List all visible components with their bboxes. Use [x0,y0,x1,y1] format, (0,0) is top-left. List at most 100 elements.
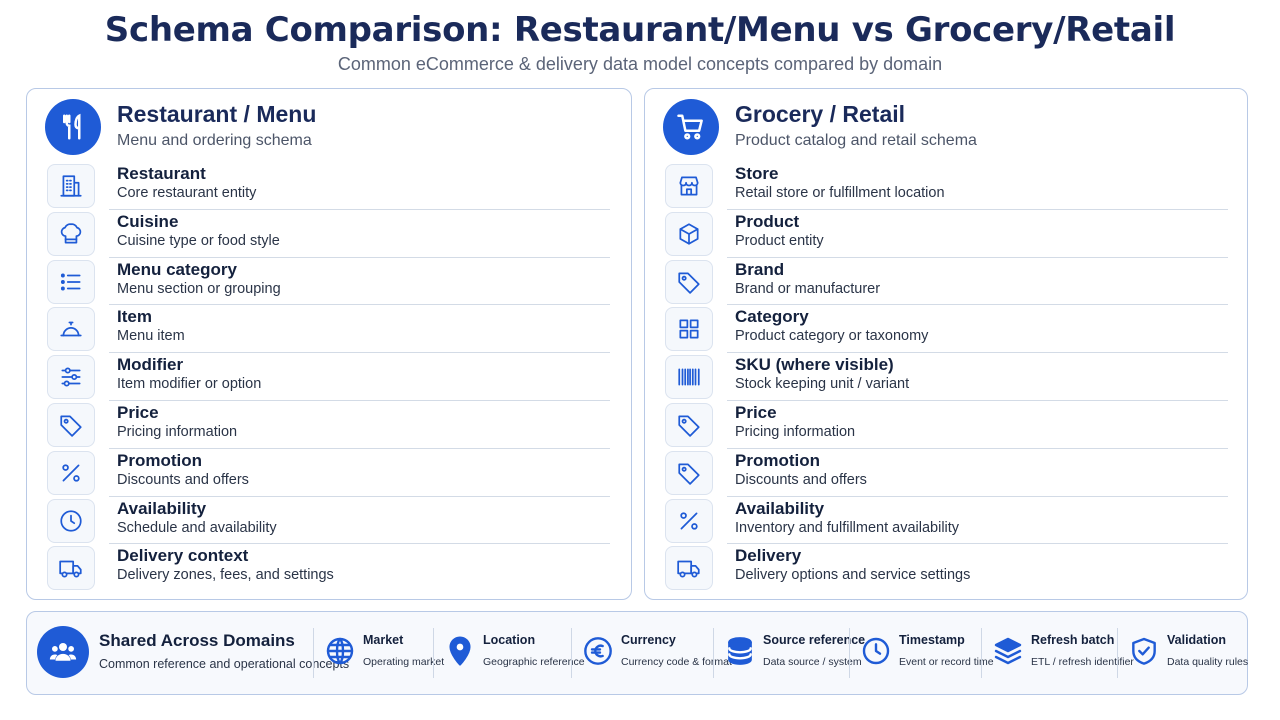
sliders-icon [47,355,95,400]
concept-row: Item Menu item [47,305,610,354]
concept-row: Category Product category or taxonomy [665,305,1228,354]
box-icon [665,211,713,256]
percent-icon [47,450,95,495]
concept-description: Menu section or grouping [117,280,281,297]
concept-divider [433,628,434,678]
grocery-panel: Grocery / Retail Product catalog and ret… [644,88,1248,600]
tag-icon [47,402,95,447]
row-divider [727,352,1228,354]
concept-title: Availability [735,498,825,518]
row-divider [727,447,1228,449]
cloche-icon [47,307,95,352]
globe-icon [323,634,357,668]
concept-divider [1117,628,1118,678]
concept-title: Delivery [735,546,802,566]
concept-row: Promotion Discounts and offers [665,449,1228,497]
row-divider [109,208,610,210]
concept-description: Stock keeping unit / variant [735,376,910,393]
concept-description: Cuisine type or food style [117,232,280,249]
concept-title: Price [735,402,777,422]
shared-concept-description: Currency code & format [621,656,732,668]
concept-title: Promotion [735,450,820,470]
concept-row: Menu category Menu section or grouping [47,258,610,306]
shared-concept-title: Currency [621,633,676,647]
shared-concept-title: Validation [1167,633,1227,647]
grocery-panel-subtitle: Product catalog and retail schema [735,132,977,149]
concept-description: Schedule and availability [117,519,277,536]
concept-row: Availability Schedule and availability [47,497,610,545]
page-title: Schema Comparison: Restaurant/Menu vs Gr… [104,10,1176,50]
chef-hat-icon [47,211,95,256]
shared-concept-description: ETL / refresh identifier [1031,656,1134,668]
concept-description: Pricing information [735,423,856,440]
truck-icon [47,546,95,591]
page-subtitle: Common eCommerce & delivery data model c… [337,54,943,74]
percent-icon [665,498,713,543]
concept-description: Brand or manufacturer [735,280,881,297]
concept-row: Promotion Discounts and offers [47,449,610,497]
row-divider [727,304,1228,306]
row-divider [727,543,1228,545]
shield-check-icon [1127,634,1161,668]
shared-concept-description: Operating market [363,656,445,668]
concept-title: SKU (where visible) [735,355,894,375]
shared-title: Shared Across Domains [99,631,295,650]
concept-title: Menu category [117,259,237,279]
concept-title: Modifier [117,355,184,375]
tag-icon [665,450,713,495]
row-divider [727,208,1228,210]
concept-description: Retail store or fulfillment location [735,185,945,201]
row-divider [109,352,610,354]
concept-divider [981,628,982,678]
concept-row: Price Pricing information [47,401,610,449]
row-divider [109,495,610,497]
fork-knife-icon [45,99,101,155]
map-pin-icon [443,634,477,668]
concept-description: Product category or taxonomy [735,328,929,345]
concept-row: Store Retail store or fulfillment locatio… [665,162,1228,210]
concept-description: Item modifier or option [117,376,262,393]
database-icon [723,634,757,668]
row-divider [727,495,1228,497]
concept-row: Delivery context Delivery zones, fees, an… [47,544,610,592]
truck-icon [665,546,713,591]
concept-title: Promotion [117,450,202,470]
concept-description: Delivery zones, fees, and settings [117,567,334,584]
concept-title: Store [735,164,779,183]
concept-row: Price Pricing information [665,401,1228,449]
concept-title: Price [117,402,159,422]
concept-row: Brand Brand or manufacturer [665,258,1228,306]
concept-title: Delivery context [117,546,249,566]
shared-subtitle: Common reference and operational concept… [99,657,350,671]
barcode-icon [665,355,713,400]
concept-title: Restaurant [117,164,206,183]
concept-title: Brand [735,259,785,279]
shared-concept-description: Data source / system [763,656,862,668]
concept-description: Pricing information [117,423,238,440]
tag-icon [665,259,713,304]
tag-icon [665,402,713,447]
grocery-panel-title: Grocery / Retail [735,101,906,127]
row-divider [727,399,1228,401]
layers-icon [991,634,1025,668]
grid-icon [665,307,713,352]
list-icon [47,259,95,304]
users-icon [37,626,89,678]
concept-row: Delivery Delivery options and service set… [665,544,1228,592]
storefront-icon [665,164,713,208]
shared-header: Shared Across Domains Common reference a… [37,624,349,682]
concept-description: Core restaurant entity [117,185,257,201]
concept-row: Modifier Item modifier or option [47,353,610,401]
concept-description: Inventory and fulfillment availability [735,519,960,536]
building-icon [47,164,95,208]
concept-row: SKU (where visible) Stock keeping unit / … [665,353,1228,401]
shared-concept-title: Timestamp [899,633,965,647]
concept-description: Delivery options and service settings [735,567,971,584]
shared-concept-description: Geographic reference [483,656,585,668]
concept-row: Cuisine Cuisine type or food style [47,210,610,258]
concept-title: Cuisine [117,211,179,231]
concept-title: Category [735,307,809,327]
concept-title: Product [735,211,800,231]
shared-concept-title: Refresh batch [1031,633,1115,647]
shopping-cart-icon [663,99,719,155]
